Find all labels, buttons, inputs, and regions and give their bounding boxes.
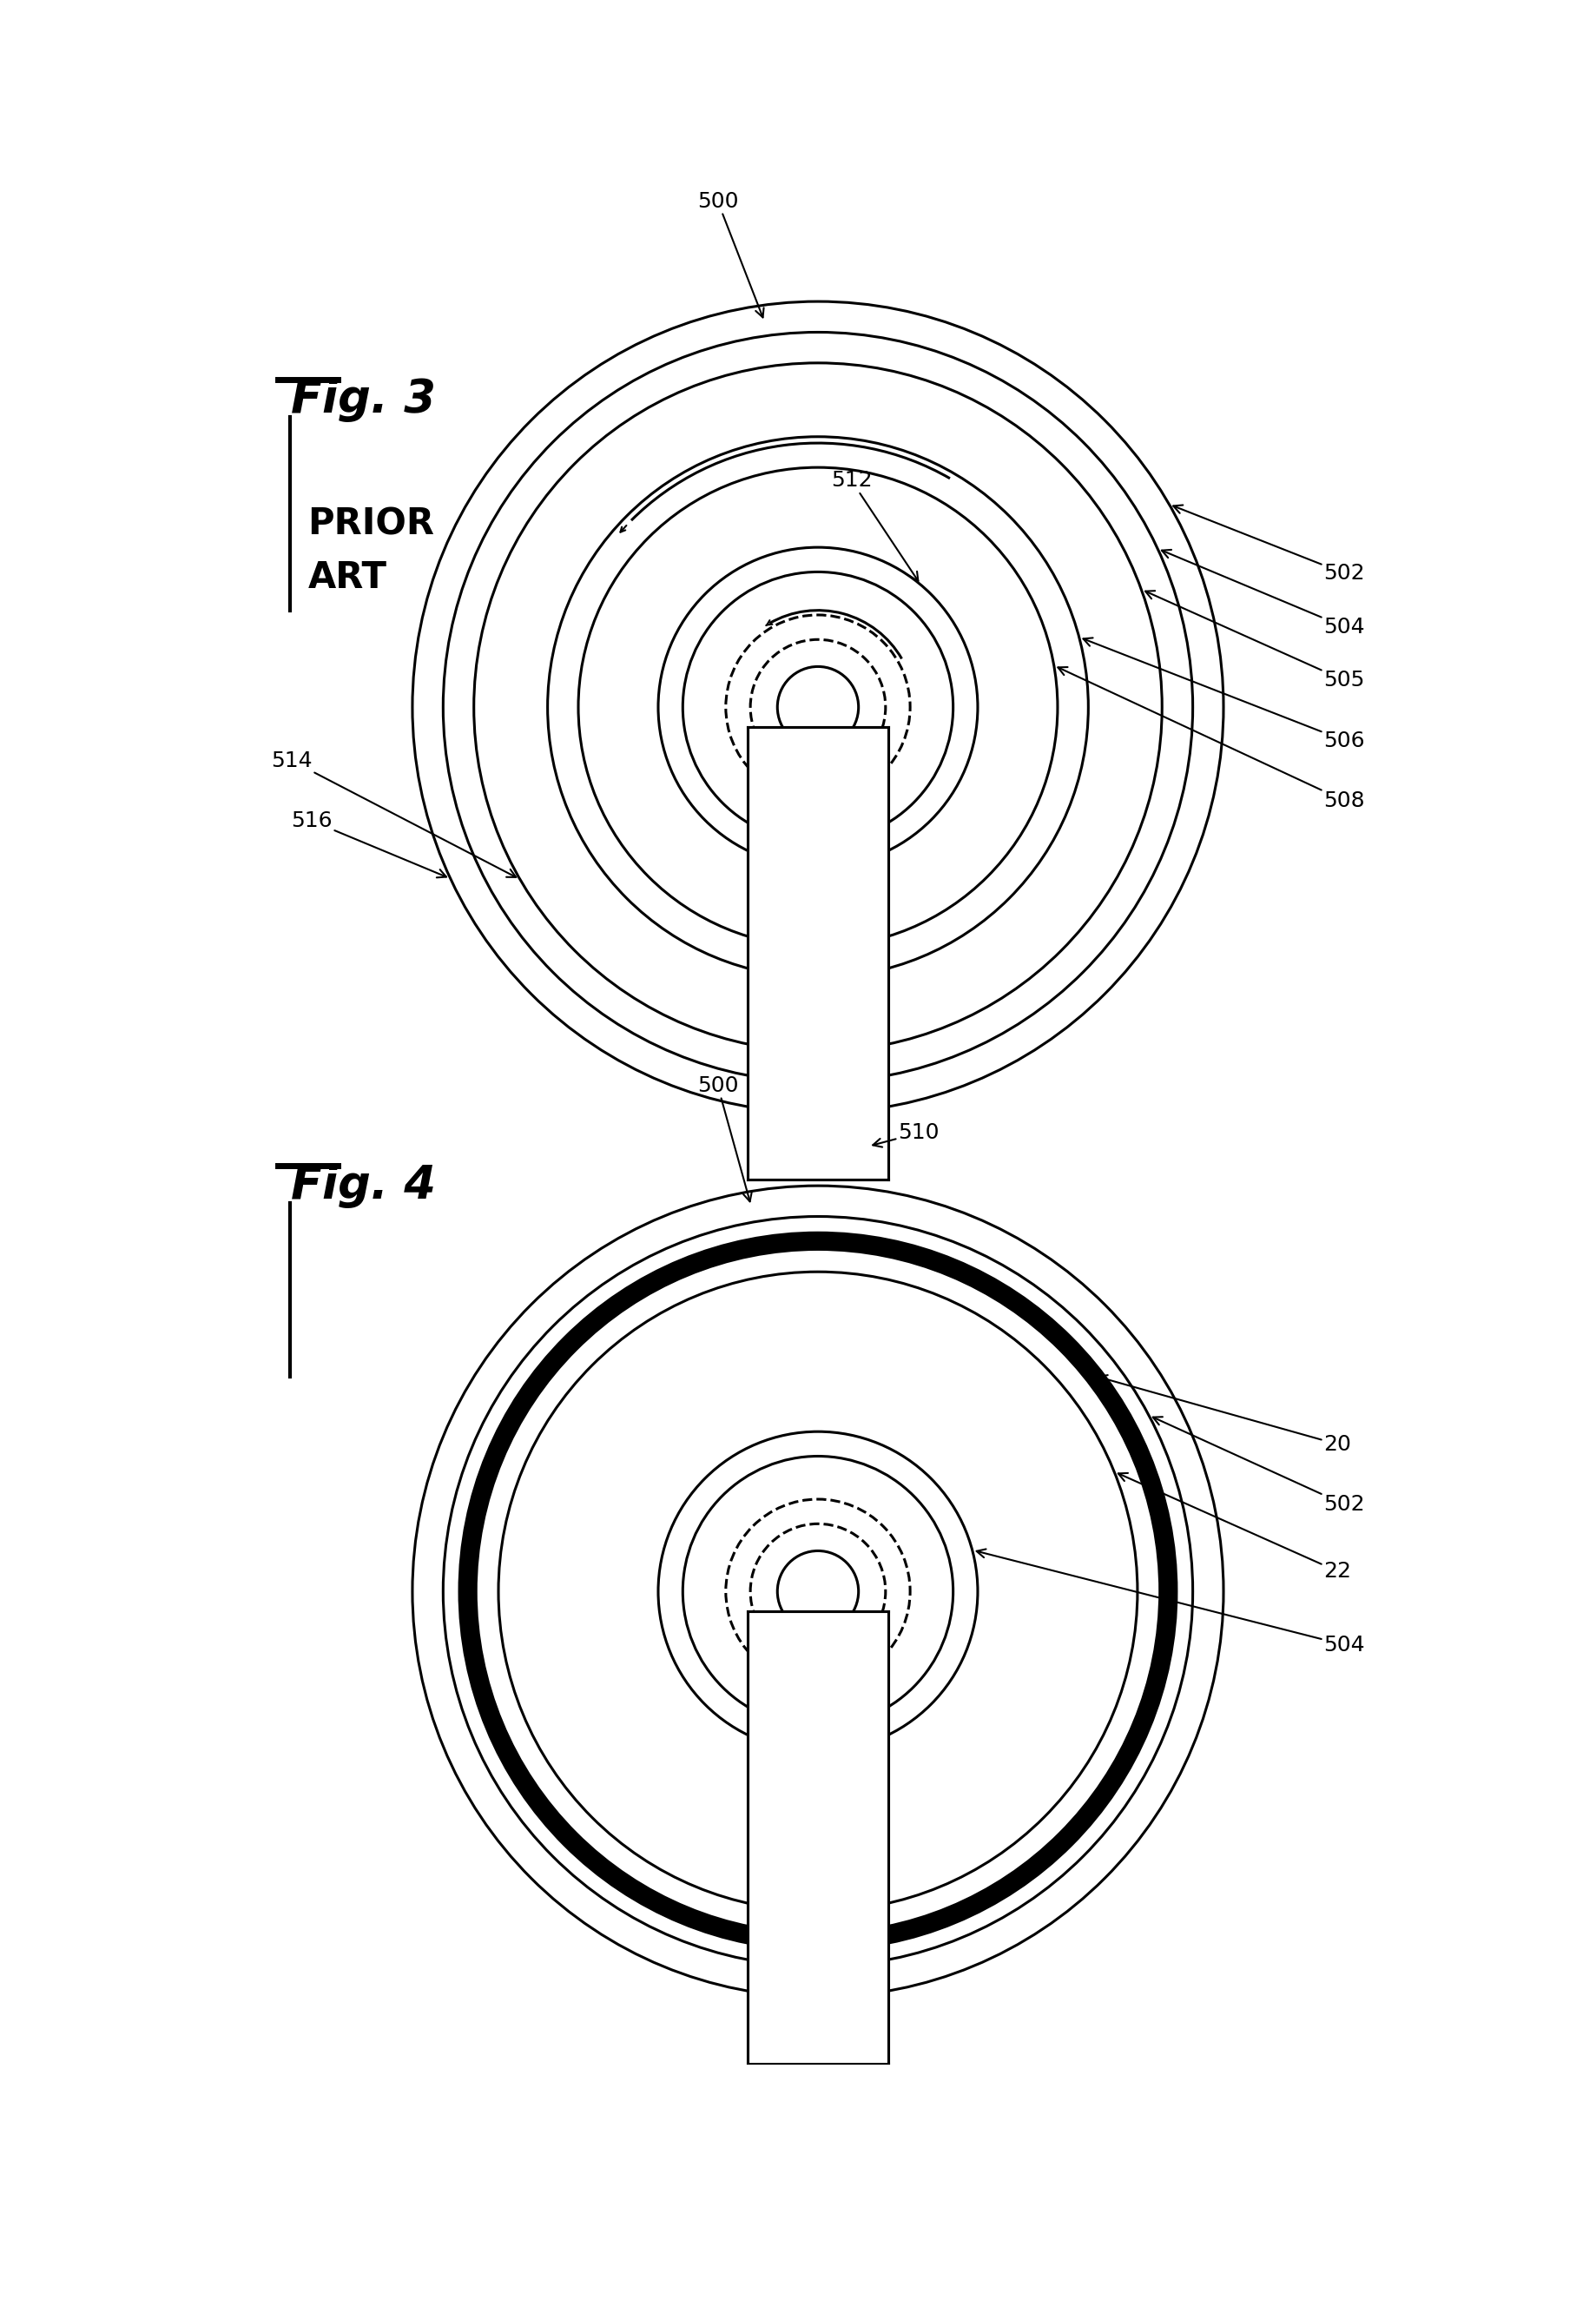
Circle shape: [777, 1550, 859, 1631]
Circle shape: [777, 666, 859, 747]
Text: 502: 502: [1173, 506, 1365, 585]
Text: 512: 512: [830, 471, 918, 580]
Text: 514: 514: [271, 749, 516, 877]
Text: Fig. 3: Fig. 3: [290, 376, 436, 422]
Text: 510: 510: [873, 1123, 940, 1146]
Text: 504: 504: [977, 1550, 1365, 1656]
Text: 505: 505: [1146, 592, 1365, 691]
Text: 504: 504: [1162, 550, 1365, 638]
Text: 500: 500: [697, 190, 764, 318]
Text: 516: 516: [290, 810, 447, 877]
Bar: [747, 1612, 889, 2065]
Text: 500: 500: [697, 1074, 752, 1202]
Text: 506: 506: [1084, 638, 1365, 752]
Bar: [747, 726, 889, 1179]
Text: 502: 502: [1152, 1418, 1365, 1515]
Text: 20: 20: [1098, 1376, 1352, 1455]
Text: Fig. 4: Fig. 4: [290, 1162, 436, 1209]
Text: ART: ART: [308, 559, 386, 596]
Text: 22: 22: [1119, 1473, 1352, 1582]
Text: 508: 508: [1058, 668, 1365, 812]
Text: PRIOR: PRIOR: [308, 506, 434, 543]
